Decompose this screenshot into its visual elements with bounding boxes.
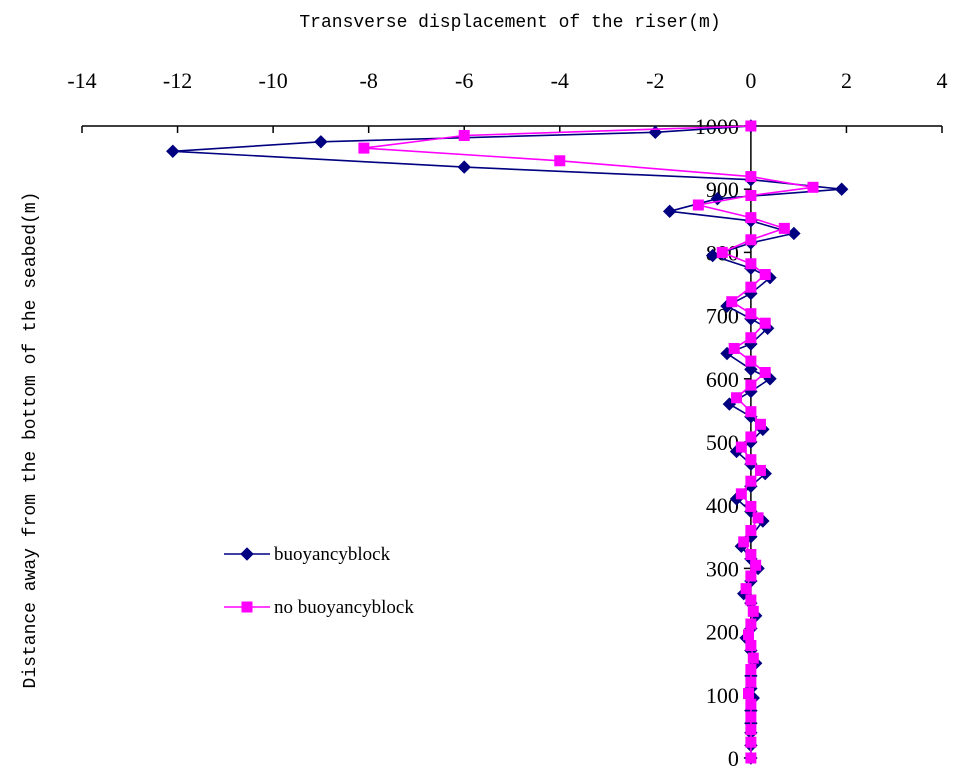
data-point [745, 475, 757, 487]
data-point [834, 182, 849, 196]
x-tick-label: 0 [745, 68, 756, 93]
data-point [745, 234, 757, 246]
data-point [745, 308, 757, 320]
data-point [747, 652, 759, 664]
data-point [745, 258, 757, 270]
data-point [745, 190, 757, 202]
x-axis-title: Transverse displacement of the riser(m) [299, 13, 720, 33]
legend-entry: buoyancyblock [224, 544, 391, 565]
data-point [759, 317, 771, 329]
data-point [166, 144, 180, 158]
data-point [716, 246, 728, 258]
data-point [745, 406, 757, 418]
data-point [745, 752, 757, 764]
data-point [731, 392, 743, 404]
legend-marker [240, 547, 254, 561]
data-point [745, 640, 757, 652]
legend: buoyancyblock no buoyancyblock [224, 544, 414, 618]
data-point [738, 536, 750, 548]
x-tick-label: -12 [163, 68, 192, 93]
y-axis-title: Distance away from the bottom of the sea… [21, 192, 41, 689]
data-point [759, 366, 771, 378]
x-tick-label: -14 [67, 68, 96, 93]
data-point [807, 181, 819, 193]
data-point [754, 464, 766, 476]
data-point [745, 281, 757, 293]
data-point [743, 629, 754, 641]
data-point [743, 688, 754, 700]
data-point [750, 559, 762, 571]
data-point [745, 664, 757, 676]
x-tick-label: -2 [646, 68, 664, 93]
data-point [745, 431, 757, 443]
y-tick-label: 600 [706, 367, 739, 392]
data-point [458, 129, 470, 141]
data-point [745, 171, 757, 183]
data-point [314, 135, 328, 149]
data-point [745, 618, 757, 630]
y-tick-label: 200 [706, 620, 739, 645]
x-tick-label: 2 [841, 68, 852, 93]
data-point [745, 332, 757, 344]
data-point [754, 418, 766, 430]
data-point [747, 605, 759, 617]
legend-entry: no buoyancyblock [224, 597, 414, 618]
legend-label: buoyancyblock [274, 544, 391, 565]
axes: -14 -12 -10 -8 -6 -4 -2 0 2 401002003004005006007… [67, 68, 947, 771]
data-point [705, 248, 720, 263]
data-point [745, 594, 757, 606]
x-tick-label: 4 [937, 68, 948, 93]
x-tick-label: -10 [258, 68, 287, 93]
y-tick-label: 300 [706, 556, 739, 581]
data-point [648, 125, 663, 140]
data-point [692, 199, 704, 211]
data-point [745, 548, 757, 560]
series-2 [358, 120, 819, 764]
data-point [745, 120, 757, 132]
data-point [759, 269, 771, 281]
data-point [735, 441, 747, 453]
data-point [745, 212, 757, 224]
data-point [662, 204, 677, 219]
data-point [457, 160, 471, 174]
data-point [358, 142, 370, 154]
x-tick-label: -8 [360, 68, 378, 93]
y-tick-label: 100 [706, 683, 739, 708]
legend-marker [241, 601, 253, 613]
data-point [745, 524, 757, 536]
data-point [787, 226, 801, 241]
x-tick-label: -6 [455, 68, 473, 93]
data-point [752, 512, 764, 524]
data-point [745, 676, 757, 688]
legend-label: no buoyancyblock [274, 597, 414, 618]
data-point [745, 379, 757, 391]
data-point [745, 454, 757, 466]
data-point [740, 583, 752, 595]
data-point [745, 355, 757, 367]
data-point [735, 488, 747, 500]
data-point [726, 296, 738, 308]
series-layer [166, 119, 849, 765]
data-point [745, 724, 757, 736]
data-point [745, 736, 757, 748]
y-tick-label: 0 [728, 746, 739, 771]
data-point [745, 698, 757, 710]
data-point [728, 342, 740, 354]
x-tick-label: -4 [551, 68, 569, 93]
data-point [778, 222, 790, 234]
data-point [554, 155, 566, 167]
data-point [745, 500, 757, 512]
data-point [745, 711, 757, 723]
data-point [745, 570, 757, 582]
